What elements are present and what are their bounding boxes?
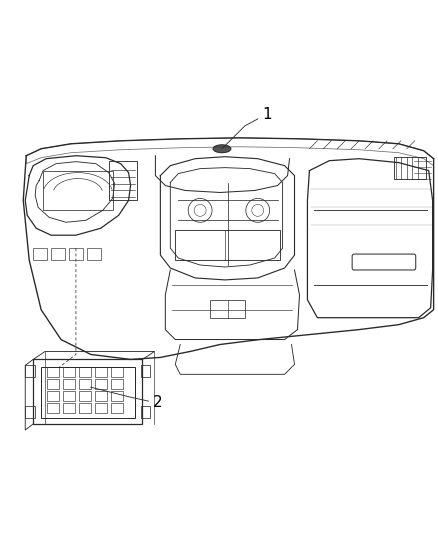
Bar (141, 406, 150, 418)
Bar (95, 391, 107, 401)
Bar (111, 367, 123, 377)
Bar (79, 367, 91, 377)
Text: 1: 1 (263, 108, 272, 123)
Bar (79, 379, 91, 389)
Bar (79, 391, 91, 401)
Bar (111, 391, 123, 401)
Bar (41, 367, 134, 418)
Bar (47, 403, 59, 413)
Bar (43, 171, 113, 211)
Bar (63, 391, 75, 401)
Bar (111, 403, 123, 413)
Bar (69, 248, 83, 260)
Bar (63, 367, 75, 377)
Bar (394, 157, 426, 179)
Bar (111, 379, 123, 389)
Bar (25, 406, 35, 418)
Bar (63, 379, 75, 389)
Bar (175, 230, 279, 260)
Bar (25, 365, 35, 377)
Bar (95, 367, 107, 377)
Bar (109, 160, 137, 200)
Bar (95, 379, 107, 389)
Bar (87, 248, 101, 260)
Bar (63, 403, 75, 413)
Bar (51, 248, 65, 260)
Bar (33, 248, 47, 260)
Bar (47, 367, 59, 377)
Bar (95, 403, 107, 413)
Bar (79, 403, 91, 413)
Text: 2: 2 (152, 394, 162, 410)
Bar (210, 300, 245, 318)
Bar (141, 365, 150, 377)
Bar (33, 359, 142, 424)
Bar (47, 391, 59, 401)
Ellipse shape (213, 145, 231, 153)
Bar (47, 379, 59, 389)
